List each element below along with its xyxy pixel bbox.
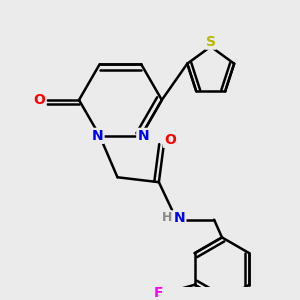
Text: F: F [153, 286, 163, 300]
Text: O: O [164, 133, 176, 147]
Text: H: H [162, 211, 172, 224]
Text: N: N [92, 129, 103, 143]
Text: N: N [137, 129, 149, 143]
Text: S: S [206, 35, 216, 49]
Text: N: N [174, 211, 185, 225]
Text: O: O [34, 93, 46, 107]
